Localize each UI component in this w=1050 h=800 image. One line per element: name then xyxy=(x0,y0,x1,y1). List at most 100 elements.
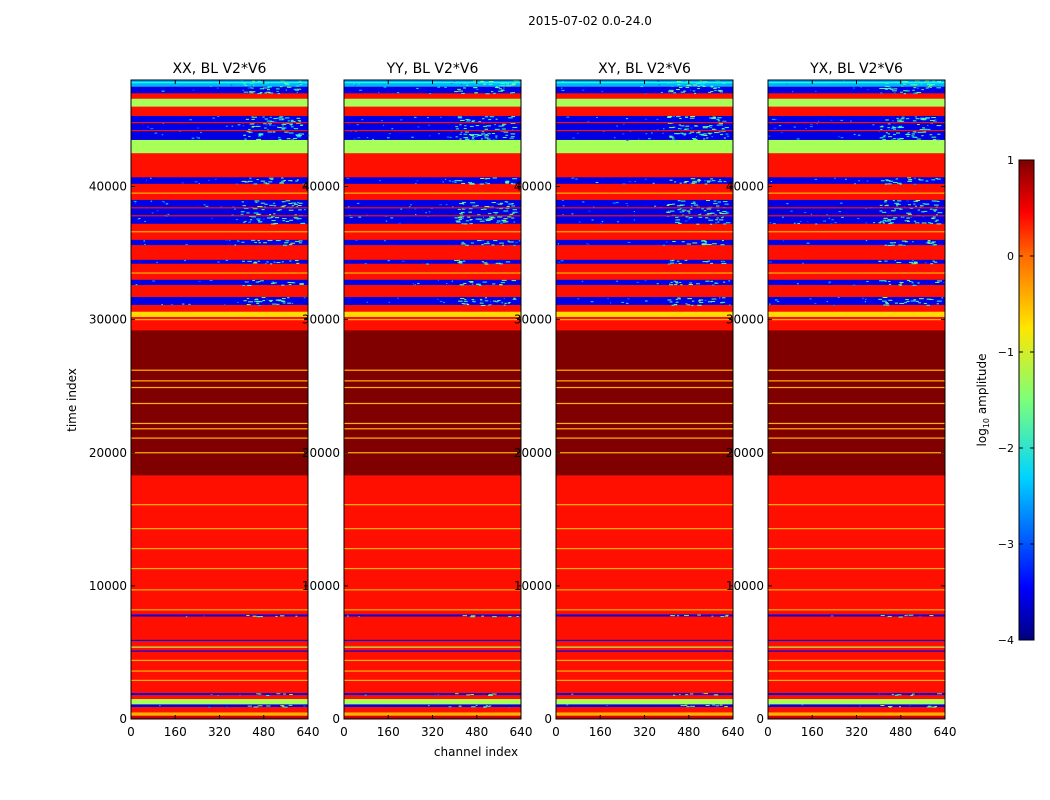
speckle xyxy=(298,240,303,242)
speckle xyxy=(853,133,856,135)
speckle xyxy=(878,222,882,224)
speckle xyxy=(833,304,835,306)
speckle xyxy=(240,211,244,213)
speckle xyxy=(687,218,691,220)
speckle xyxy=(698,216,703,218)
speckle xyxy=(511,212,515,214)
speckle xyxy=(473,301,476,303)
speckle xyxy=(708,91,712,93)
speckle xyxy=(283,205,287,207)
panel-title: XY, BL V2*V6 xyxy=(598,61,691,77)
speckle xyxy=(451,280,454,282)
heatmap-band xyxy=(768,475,945,615)
heatmap-band xyxy=(768,712,945,716)
speckle xyxy=(627,241,631,243)
speckle xyxy=(919,129,924,131)
speckle xyxy=(279,116,284,118)
speckle xyxy=(194,181,198,183)
speckle xyxy=(683,134,686,136)
speckle xyxy=(704,299,707,301)
speckle xyxy=(715,219,718,221)
colorbar-tick-label: −2 xyxy=(998,442,1014,455)
speckle xyxy=(679,281,682,283)
speckle xyxy=(799,221,802,223)
speckle xyxy=(685,86,690,88)
speckle xyxy=(283,179,286,181)
speckle xyxy=(203,615,205,617)
speckle xyxy=(361,119,364,121)
speckle xyxy=(669,179,673,181)
speckle xyxy=(728,304,731,306)
speckle xyxy=(464,299,467,301)
speckle xyxy=(426,263,429,265)
speckle xyxy=(444,86,447,88)
speckle xyxy=(902,84,905,86)
heatmap-band xyxy=(768,693,945,696)
heatmap-band xyxy=(768,616,945,694)
speckle xyxy=(898,244,903,246)
speckle xyxy=(661,81,664,83)
speckle xyxy=(267,87,270,89)
speckle xyxy=(562,89,565,91)
speckle xyxy=(176,84,179,86)
speckle xyxy=(899,208,903,210)
speckle xyxy=(807,221,809,223)
speckle xyxy=(638,138,640,140)
speckle xyxy=(710,280,714,282)
x-tick-label: 160 xyxy=(377,725,400,739)
speckle xyxy=(879,137,884,139)
speckle xyxy=(471,137,474,139)
speckle xyxy=(459,133,462,135)
speckle xyxy=(680,125,685,127)
speckle xyxy=(458,300,463,302)
heatmap-line xyxy=(556,122,733,124)
speckle xyxy=(259,134,264,136)
speckle xyxy=(205,205,209,207)
speckle xyxy=(428,705,430,707)
heatmap-line xyxy=(344,428,521,430)
speckle xyxy=(501,302,504,304)
speckle xyxy=(456,221,461,223)
speckle xyxy=(616,125,618,127)
speckle xyxy=(686,243,692,245)
heatmap-line xyxy=(768,231,945,233)
speckle xyxy=(793,222,796,224)
speckle xyxy=(701,693,705,695)
speckle xyxy=(717,221,720,223)
speckle xyxy=(897,127,901,129)
speckle xyxy=(253,208,258,210)
speckle xyxy=(626,139,629,141)
speckle xyxy=(170,304,174,306)
speckle xyxy=(482,216,485,218)
speckle xyxy=(890,244,896,246)
heatmap-band xyxy=(131,263,308,280)
speckle xyxy=(899,183,902,185)
speckle xyxy=(837,297,840,299)
speckle xyxy=(446,136,450,138)
speckle xyxy=(273,205,277,207)
speckle xyxy=(669,260,674,262)
speckle xyxy=(722,121,726,123)
speckle xyxy=(830,223,833,225)
speckle xyxy=(286,86,292,88)
speckle xyxy=(925,180,928,182)
speckle xyxy=(893,92,896,94)
speckle xyxy=(640,86,644,88)
speckle xyxy=(242,260,245,262)
speckle xyxy=(801,704,804,706)
speckle xyxy=(719,179,722,181)
speckle xyxy=(256,616,259,618)
speckle xyxy=(510,84,514,86)
speckle xyxy=(466,84,469,86)
heatmap-band xyxy=(556,475,733,615)
speckle xyxy=(445,204,448,206)
speckle xyxy=(268,299,273,301)
speckle xyxy=(287,85,289,87)
speckle xyxy=(681,209,687,211)
speckle xyxy=(899,91,903,93)
x-tick-label: 0 xyxy=(764,725,772,739)
speckle xyxy=(777,301,780,303)
speckle xyxy=(805,127,807,129)
speckle xyxy=(693,84,698,86)
heatmap-line xyxy=(131,504,308,506)
